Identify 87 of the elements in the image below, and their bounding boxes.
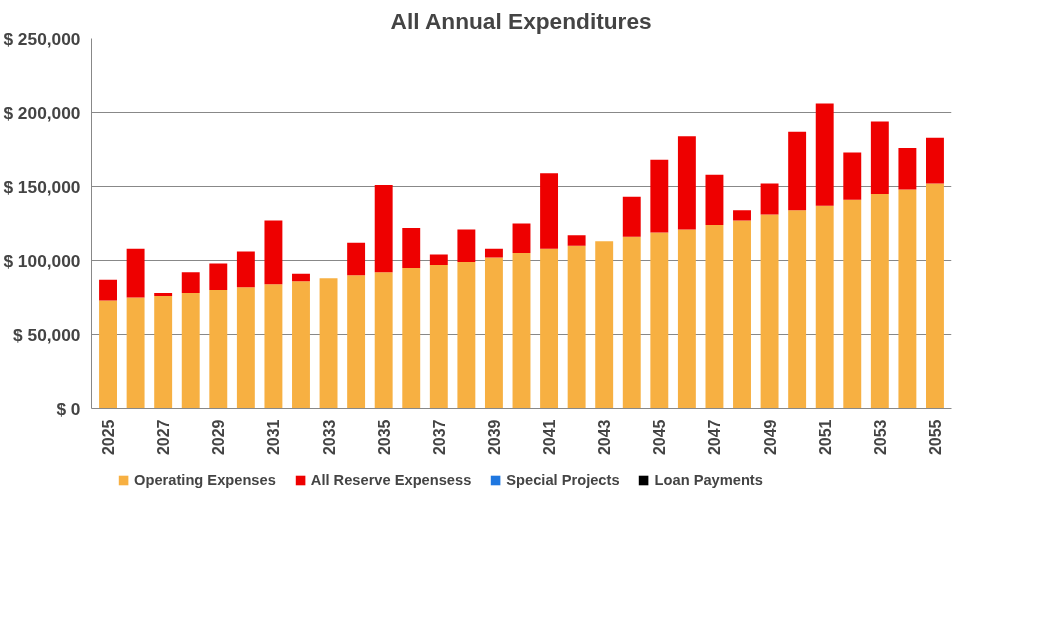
bar xyxy=(181,272,200,294)
legend-label: Loan Payments xyxy=(654,472,763,488)
x-tick-label: 2051 xyxy=(816,419,834,456)
chart-title: All Annual Expenditures xyxy=(390,7,652,34)
bar xyxy=(292,281,310,409)
x-tick-label: 2055 xyxy=(926,419,944,456)
bar xyxy=(926,137,944,184)
x-tick-label: 2037 xyxy=(430,419,448,456)
bar xyxy=(126,248,145,298)
bar xyxy=(484,248,503,258)
bar xyxy=(209,263,228,291)
bar xyxy=(650,232,669,409)
x-tick-label: 2027 xyxy=(155,419,173,456)
bar xyxy=(622,196,641,237)
bar xyxy=(264,220,283,285)
bar xyxy=(705,174,724,225)
bar xyxy=(209,290,228,409)
bar xyxy=(788,131,807,211)
bar xyxy=(540,173,559,249)
bar xyxy=(760,183,779,215)
y-tick-label: $ 100,000 xyxy=(3,250,81,271)
bar xyxy=(457,261,476,409)
bar xyxy=(870,121,889,194)
bar xyxy=(677,229,696,409)
bar xyxy=(898,148,917,190)
bar xyxy=(705,224,724,409)
bar xyxy=(484,257,503,409)
bar xyxy=(319,278,338,409)
x-tick-label: 2053 xyxy=(871,419,889,456)
y-tick-label: $ 200,000 xyxy=(3,102,81,123)
bar xyxy=(402,227,421,268)
bar xyxy=(512,253,531,409)
bar xyxy=(264,284,283,409)
x-tick-label: 2047 xyxy=(706,419,724,456)
bar xyxy=(843,152,862,200)
bar xyxy=(733,210,751,221)
bar xyxy=(347,275,366,409)
bar xyxy=(540,248,559,409)
x-tick-label: 2041 xyxy=(541,419,559,456)
bar xyxy=(567,235,586,246)
bar xyxy=(126,297,145,409)
x-tick-label: 2039 xyxy=(485,419,503,456)
x-tick-label: 2033 xyxy=(320,419,338,456)
bar xyxy=(788,210,807,409)
y-tick-label: $ 150,000 xyxy=(3,176,81,197)
bar xyxy=(870,193,889,409)
bar xyxy=(429,254,448,265)
bar xyxy=(843,199,862,409)
bar xyxy=(733,220,751,409)
bar xyxy=(236,251,255,288)
bar xyxy=(512,223,531,254)
bar xyxy=(402,267,421,409)
bar xyxy=(154,296,173,409)
bar xyxy=(154,293,173,297)
bar xyxy=(99,279,117,301)
bar xyxy=(677,136,696,230)
bar xyxy=(622,236,641,409)
bar xyxy=(99,300,117,409)
bar xyxy=(815,205,834,409)
bar xyxy=(181,293,200,409)
bar xyxy=(595,241,614,409)
legend-label: All Reserve Expensess xyxy=(310,472,472,488)
x-tick-label: 2025 xyxy=(100,419,118,456)
bar xyxy=(374,272,393,409)
bar xyxy=(760,214,779,409)
bar xyxy=(815,103,834,206)
bar xyxy=(650,159,669,233)
bar xyxy=(292,273,310,282)
bar xyxy=(926,183,944,409)
bar xyxy=(236,287,255,409)
bar xyxy=(347,242,366,276)
bar xyxy=(374,185,393,273)
legend-label: Operating Expenses xyxy=(134,472,276,488)
legend-label: Special Projects xyxy=(506,472,620,488)
bar xyxy=(457,229,476,262)
y-tick-label: $ 0 xyxy=(56,398,81,419)
bar xyxy=(898,189,917,409)
x-tick-label: 2031 xyxy=(265,419,283,456)
x-tick-label: 2045 xyxy=(651,419,669,456)
y-tick-label: $ 250,000 xyxy=(3,28,81,49)
y-tick-label: $ 50,000 xyxy=(13,324,81,345)
x-tick-label: 2029 xyxy=(210,419,228,456)
x-tick-label: 2035 xyxy=(375,419,393,456)
x-tick-label: 2043 xyxy=(596,419,614,456)
bar xyxy=(429,264,448,409)
x-tick-label: 2049 xyxy=(761,419,779,456)
bar xyxy=(567,245,586,409)
